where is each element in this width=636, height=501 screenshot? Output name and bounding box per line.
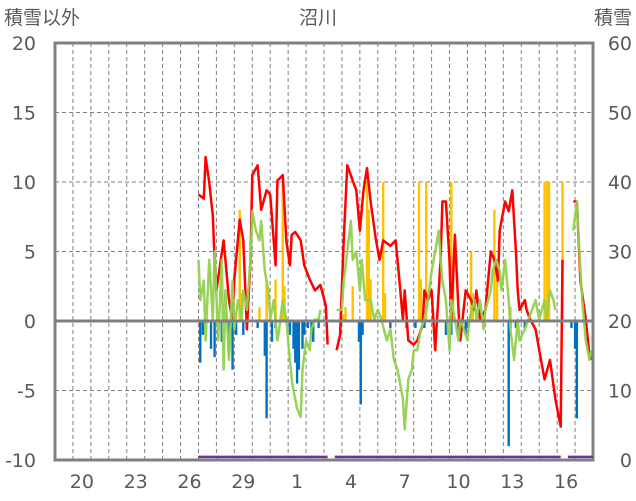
blue-bar <box>288 321 292 335</box>
blue-bar <box>359 321 362 405</box>
y2-tick-label: 50 <box>608 103 632 125</box>
blue-bar <box>297 321 301 370</box>
blue-bar <box>301 321 304 349</box>
y2-tick-label: 20 <box>608 311 632 333</box>
orange-bar <box>281 182 284 321</box>
blue-bar <box>573 321 577 349</box>
y-tick-label: -5 <box>17 381 36 403</box>
blue-bar <box>312 321 315 342</box>
blue-bar <box>464 321 467 335</box>
y-tick-label: 5 <box>24 242 36 264</box>
y2-tick-label: 60 <box>608 33 632 55</box>
y2-ticks: 60 50 40 30 20 10 0 <box>608 33 632 472</box>
blue-bar <box>292 321 295 349</box>
blue-bar <box>423 321 426 328</box>
blue-bar <box>270 321 274 342</box>
orange-bar <box>258 307 261 321</box>
y-tick-label: 15 <box>12 103 36 125</box>
x-tick-label: 16 <box>554 471 578 493</box>
x-tick-label: 10 <box>446 471 470 493</box>
plot-border <box>53 41 595 462</box>
blue-bar <box>265 321 268 419</box>
right-axis-label: 積雪 <box>594 7 632 29</box>
blue-bar <box>213 321 216 358</box>
orange-bar <box>381 182 385 321</box>
blue-bar <box>256 321 259 328</box>
x-ticks: 20 23 26 29 1 4 7 10 13 16 <box>70 471 578 493</box>
blue-bar <box>263 321 267 356</box>
chart-title: 沼川 <box>299 7 337 29</box>
orange-bar <box>274 279 277 321</box>
orange-bar <box>419 279 423 321</box>
blue-bar <box>523 321 527 328</box>
blue-bar <box>466 321 469 328</box>
orange-bar <box>561 182 564 321</box>
orange-bar <box>469 251 473 321</box>
x-tick-label: 7 <box>399 471 411 493</box>
orange-bar <box>546 182 549 321</box>
orange-bar <box>365 182 369 321</box>
blue-bar <box>389 321 392 328</box>
orange-bar <box>425 182 428 321</box>
y-ticks: 20 15 10 5 0 -5 -10 <box>5 33 36 472</box>
blue-bar <box>357 321 361 342</box>
blue-bar <box>507 321 510 447</box>
green-line <box>197 200 593 431</box>
blue-bar <box>570 321 573 328</box>
blue-bar <box>306 321 310 328</box>
blue-bar <box>361 321 364 335</box>
blue-bar <box>295 321 299 384</box>
blue-bar <box>294 321 297 363</box>
orange-bar <box>547 182 551 321</box>
blue-bar <box>414 321 417 328</box>
x-tick-label: 1 <box>291 471 303 493</box>
y2-tick-label: 30 <box>608 242 632 264</box>
y-tick-label: 10 <box>12 172 36 194</box>
x-tick-label: 13 <box>500 471 524 493</box>
left-axis-label: 積雪以外 <box>4 7 80 29</box>
x-tick-label: 20 <box>70 471 94 493</box>
orange-bar <box>351 286 354 321</box>
blue-bar <box>444 321 448 335</box>
y2-tick-label: 10 <box>608 381 632 403</box>
blue-bar <box>242 321 245 335</box>
y2-tick-label: 0 <box>620 450 632 472</box>
orange-bar <box>367 209 371 321</box>
x-tick-label: 29 <box>231 471 255 493</box>
y-tick-label: 0 <box>24 311 36 333</box>
blue-bar <box>231 321 234 370</box>
blue-bar <box>303 321 306 335</box>
blue-bar <box>201 321 205 335</box>
grid <box>55 43 593 460</box>
y2-tick-label: 40 <box>608 172 632 194</box>
orange-bar <box>383 293 387 321</box>
blue-bar <box>514 321 518 328</box>
x-tick-label: 23 <box>124 471 148 493</box>
orange-bar <box>495 279 499 321</box>
y-tick-label: -10 <box>5 450 36 472</box>
orange-bar <box>450 182 453 321</box>
orange-bar <box>543 182 546 321</box>
y-tick-label: 20 <box>12 33 36 55</box>
blue-bar <box>199 321 202 363</box>
orange-bar <box>238 209 241 321</box>
x-tick-label: 26 <box>177 471 201 493</box>
blue-bar <box>317 321 320 328</box>
orange-bar <box>342 314 345 321</box>
blue-bar <box>234 321 238 335</box>
x-tick-label: 4 <box>345 471 357 493</box>
orange-bar <box>265 279 268 321</box>
orange-bar <box>344 307 347 321</box>
marks <box>53 41 595 462</box>
blue-bar <box>575 321 579 419</box>
blue-bar <box>209 321 213 349</box>
red-line <box>197 155 593 428</box>
orange-bar <box>417 182 421 321</box>
